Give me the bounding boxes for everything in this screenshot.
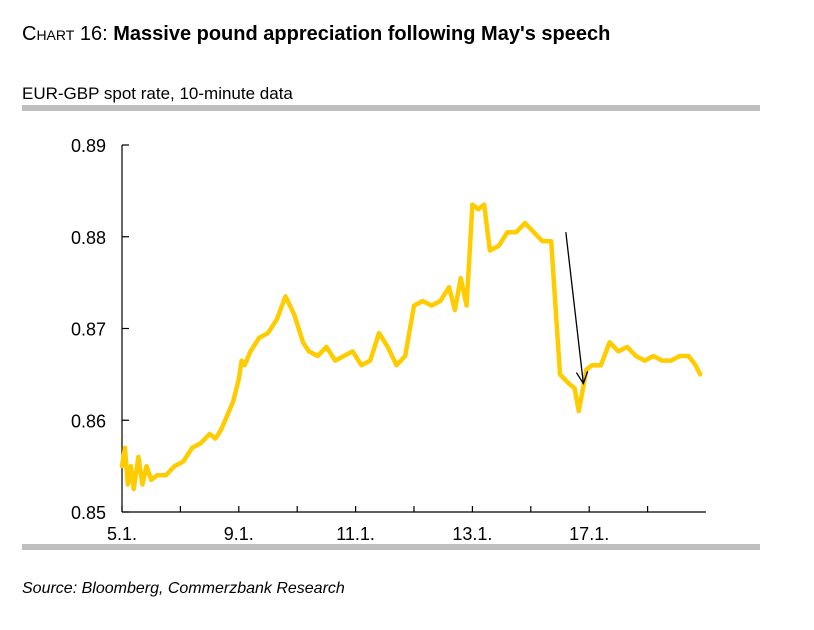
bottom-divider: [22, 544, 760, 550]
y-tick-label: 0.86: [71, 411, 106, 431]
chart-title: Chart 16: Massive pound appreciation fol…: [22, 22, 762, 46]
source-note: Source: Bloomberg, Commerzbank Research: [22, 580, 345, 597]
x-tick-label: 5.1.: [107, 524, 137, 544]
x-tick-label: 17.1.: [569, 524, 609, 544]
chart-axes: 0.85 0.86 0.87 0.88 0.89 5.1. 9.1. 11.1. 13.1. 17…: [71, 136, 706, 544]
annotation-arrow-shaft: [565, 232, 585, 384]
x-tick-label: 13.1.: [452, 524, 492, 544]
chart-number: Chart 16:: [22, 23, 108, 45]
y-tick-label: 0.87: [71, 320, 106, 340]
y-tick-label: 0.88: [71, 228, 106, 248]
x-tick-label: 9.1.: [224, 524, 254, 544]
series-line-eur-gbp: [119, 202, 703, 492]
annotation-arrow-head: [575, 371, 589, 386]
chart-title-text: Massive pound appreciation following May…: [113, 23, 611, 45]
chart-annotations: [565, 232, 589, 386]
x-tick-label: 11.1.: [336, 524, 375, 544]
chart-series: [119, 202, 703, 492]
chart-subtitle: EUR-GBP spot rate, 10-minute data: [22, 84, 293, 103]
y-tick-label: 0.89: [71, 136, 106, 156]
top-divider: [22, 105, 760, 111]
y-tick-label: 0.85: [71, 503, 106, 523]
